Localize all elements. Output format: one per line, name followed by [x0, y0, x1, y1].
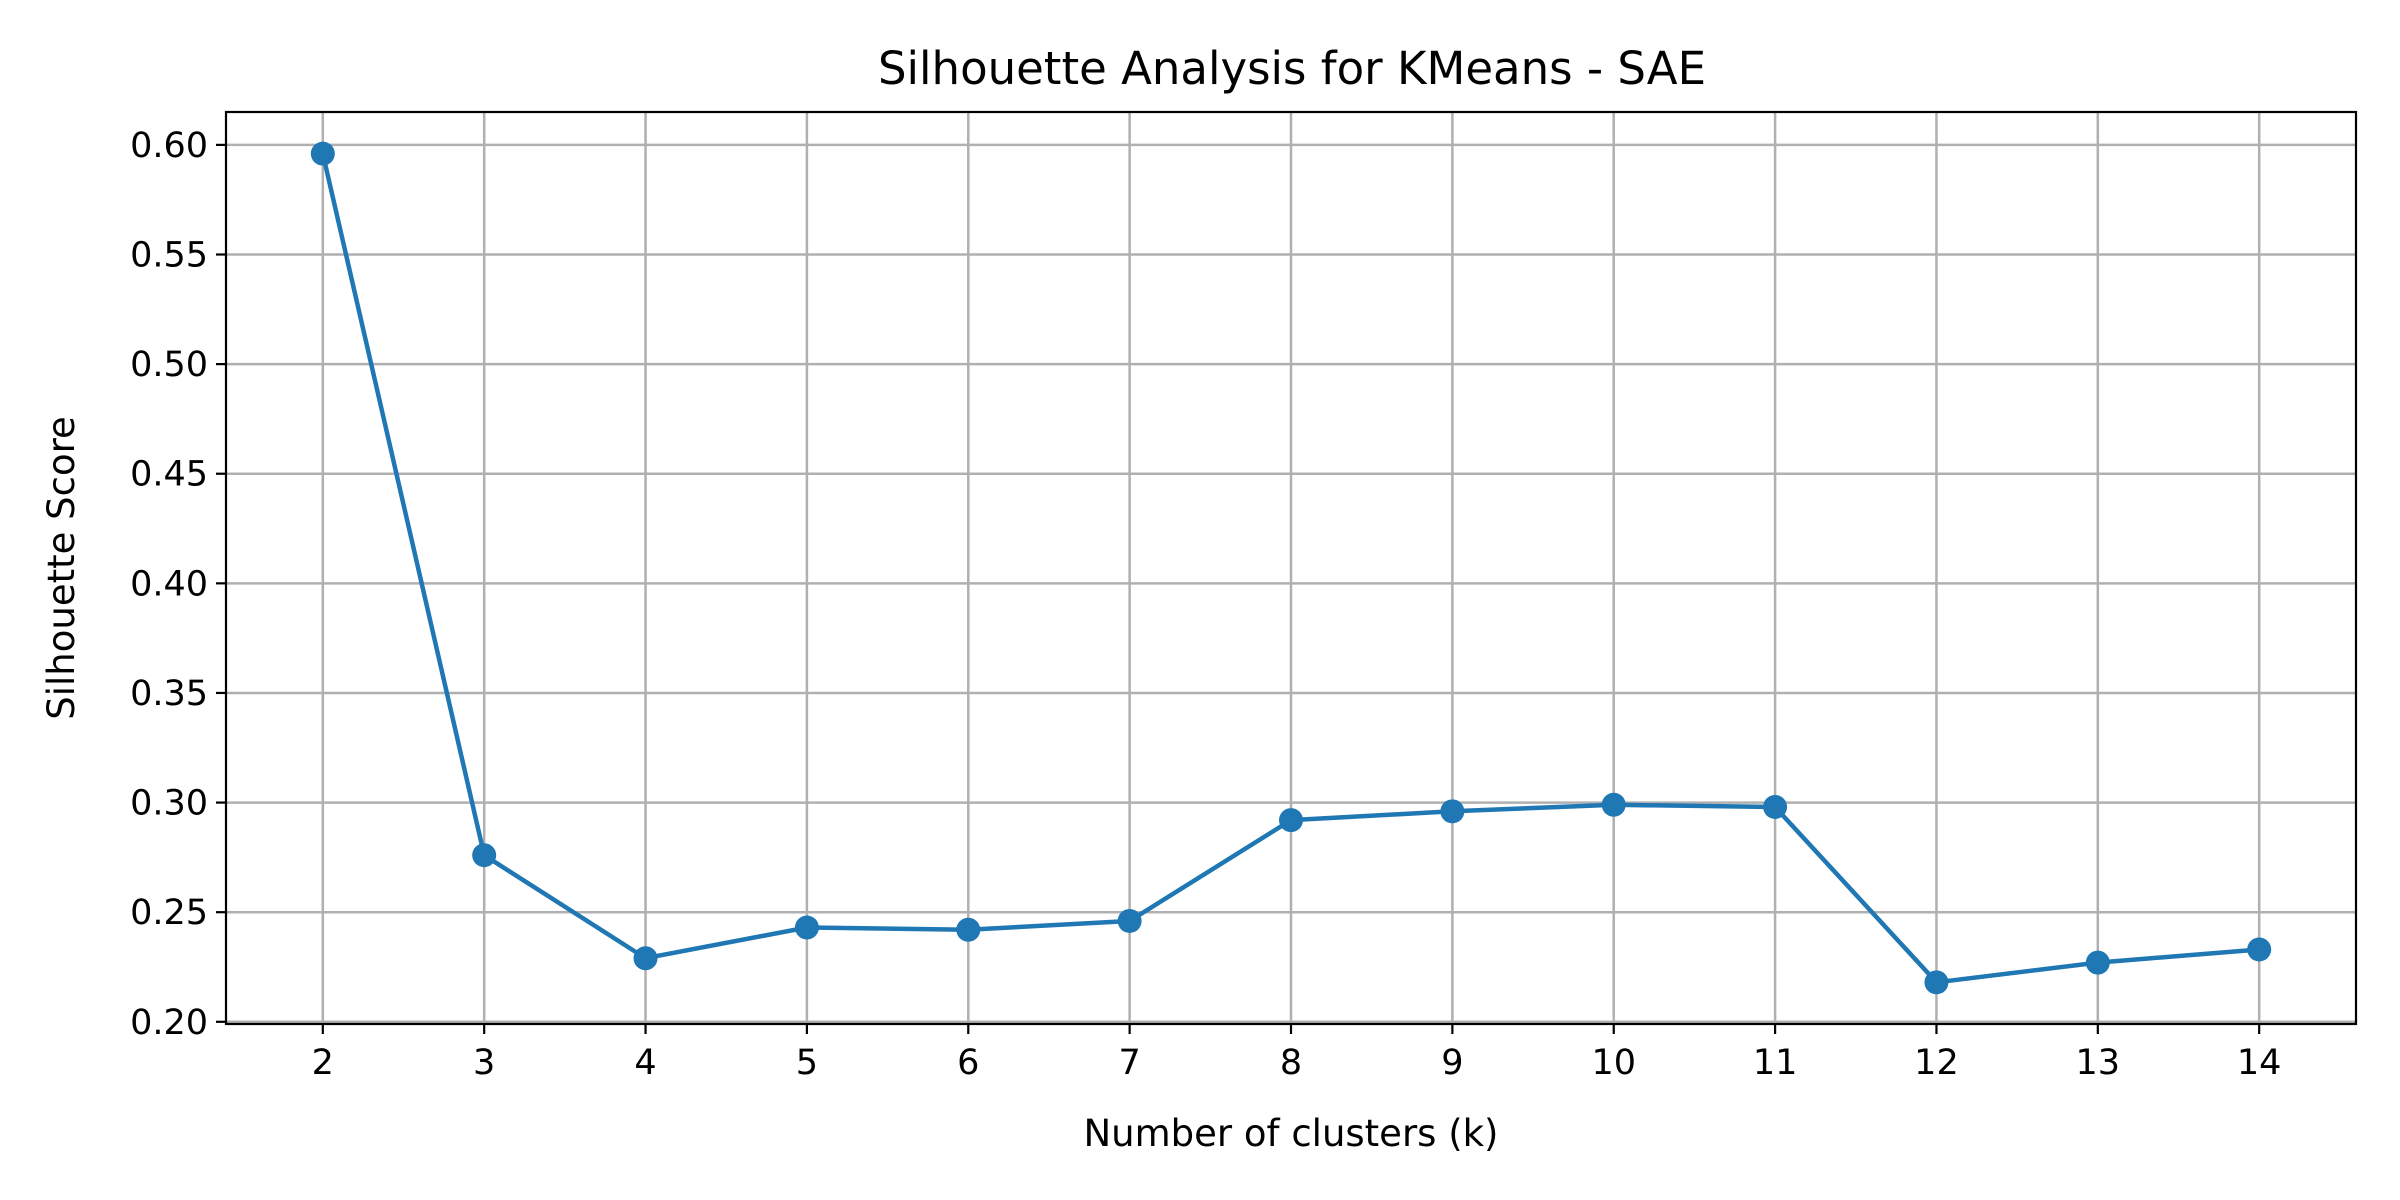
x-tick-label: 8	[1280, 1043, 1302, 1083]
x-tick-label: 2	[312, 1043, 334, 1083]
x-tick-label: 3	[473, 1043, 495, 1083]
data-point	[794, 915, 819, 940]
data-point	[2247, 937, 2272, 962]
x-tick-label: 4	[634, 1043, 656, 1083]
chart-title: Silhouette Analysis for KMeans - SAE	[878, 42, 1706, 95]
data-point	[310, 141, 335, 166]
y-tick-label: 0.45	[130, 455, 208, 495]
y-tick-label: 0.40	[130, 564, 208, 604]
y-tick-label: 0.60	[130, 126, 208, 166]
x-tick-label: 13	[2076, 1043, 2121, 1083]
data-point	[1279, 808, 1303, 833]
y-tick-label: 0.50	[130, 345, 208, 385]
data-point	[1763, 794, 1788, 819]
y-tick-label: 0.20	[130, 1003, 208, 1043]
y-tick-label: 0.35	[130, 674, 208, 714]
data-series	[310, 141, 2272, 995]
data-point	[472, 843, 497, 868]
x-tick-label: 12	[1914, 1043, 1959, 1083]
x-tick-label: 9	[1441, 1043, 1463, 1083]
data-point	[1601, 792, 1626, 817]
x-tick-label: 11	[1753, 1043, 1798, 1083]
data-point	[956, 917, 981, 942]
x-tick-label: 6	[957, 1043, 979, 1083]
data-point	[633, 946, 658, 971]
y-axis-label: Silhouette Score	[40, 416, 83, 720]
x-tick-label: 10	[1591, 1043, 1636, 1083]
x-axis-label: Number of clusters (k)	[1084, 1112, 1499, 1155]
data-point	[1117, 908, 1142, 933]
y-tick-label: 0.25	[130, 893, 208, 933]
data-point	[1440, 799, 1465, 824]
grid-lines	[226, 112, 2356, 1024]
x-tick-label: 5	[796, 1043, 818, 1083]
y-tick-label: 0.55	[130, 236, 208, 276]
data-point	[1924, 970, 1949, 995]
data-point	[2085, 950, 2110, 975]
y-tick-label: 0.30	[130, 784, 208, 824]
x-tick-label: 7	[1118, 1043, 1140, 1083]
axis-ticks: 2 3 4 5 6 7 8 9 10 11 12 13 14 0.20 0.25 0.30 0.35 0.40 0.…	[130, 126, 2281, 1083]
x-tick-label: 14	[2237, 1043, 2282, 1083]
